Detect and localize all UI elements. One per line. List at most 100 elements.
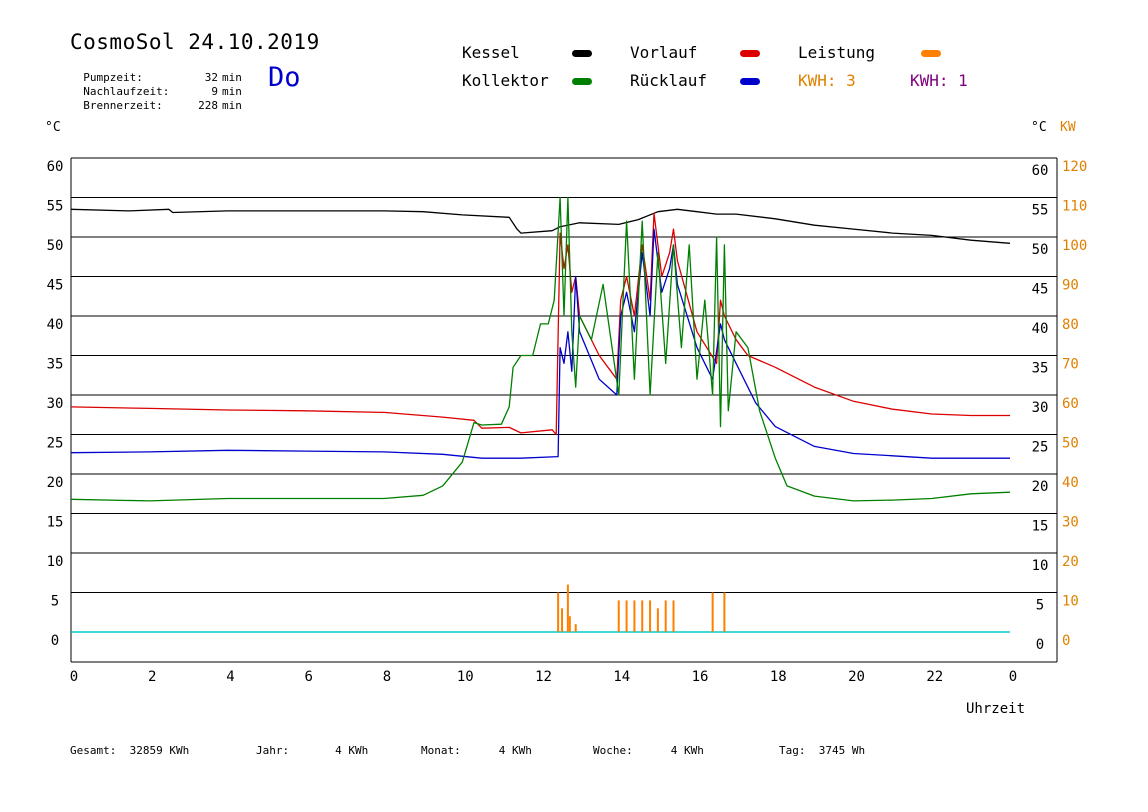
y2-tick-label: 30 <box>1062 515 1079 531</box>
y2-tick-label: 60 <box>1062 396 1079 412</box>
y-tick-label: 20 <box>47 475 64 491</box>
y-tick-label-right: 5 <box>1036 598 1044 614</box>
legend-leistung-label: Leistung <box>798 43 876 62</box>
footer-gesamt: Gesamt: 32859 KWh <box>70 744 189 757</box>
x-tick-label: 14 <box>613 669 630 685</box>
y-tick-label: 0 <box>51 633 59 649</box>
stat-value: 9 <box>211 85 218 98</box>
y2-tick-label: 100 <box>1062 238 1087 254</box>
footer-value: 3745 Wh <box>818 744 866 757</box>
y-tick-label-right: 10 <box>1032 558 1049 574</box>
legend-kollektor-swatch <box>572 78 592 85</box>
y2-tick-label: 0 <box>1062 633 1070 649</box>
y-tick-label-right: 45 <box>1032 282 1049 298</box>
footer-label: Monat: <box>421 744 461 757</box>
stat-nachlaufzeit: Nachlaufzeit: 9 min <box>70 72 242 98</box>
y2-tick-label: 40 <box>1062 475 1079 491</box>
y-tick-label-right: 25 <box>1032 440 1049 456</box>
legend-ruecklauf-swatch <box>740 78 760 85</box>
legend-ruecklauf-label: Rücklauf <box>630 71 708 90</box>
chart-title: CosmoSol 24.10.2019 <box>70 30 320 54</box>
stat-pumpzeit: Pumpzeit: 32 min <box>70 58 242 84</box>
y2-tick-label: 20 <box>1062 554 1079 570</box>
stat-label: Brennerzeit: <box>83 99 163 112</box>
series-line-vorlauf <box>70 212 1010 436</box>
x-tick-label: 8 <box>383 669 391 685</box>
x-tick-label: 4 <box>226 669 234 685</box>
series-line-kollektor <box>70 196 1011 502</box>
legend-kollektor-label: Kollektor <box>462 71 549 90</box>
right-axis-unit: °C <box>1031 120 1047 135</box>
footer-value: 32859 KWh <box>129 744 190 757</box>
y-tick-label: 30 <box>47 396 64 412</box>
legend-kessel-swatch <box>572 50 592 57</box>
footer-jahr: Jahr: 4 KWh <box>256 744 368 757</box>
x-axis-label: Uhrzeit <box>966 701 1026 717</box>
x-tick-label: 12 <box>535 669 552 685</box>
stat-value: 32 <box>204 71 218 84</box>
x-tick-label: 22 <box>926 669 943 685</box>
right-axis-unit-kw: KW <box>1060 120 1076 135</box>
series-line-kessel <box>70 208 1011 244</box>
x-tick-label: 6 <box>305 669 313 685</box>
stat-label: Nachlaufzeit: <box>83 85 170 98</box>
footer-label: Woche: <box>593 744 633 757</box>
legend-kwh-purple: KWH: 1 <box>910 71 968 90</box>
y2-tick-label: 90 <box>1062 278 1079 294</box>
footer-label: Jahr: <box>256 744 290 757</box>
legend-kessel-label: Kessel <box>462 43 520 62</box>
y2-tick-label: 10 <box>1062 594 1079 610</box>
y2-tick-label: 110 <box>1062 199 1087 215</box>
stat-unit: min <box>222 71 242 84</box>
y-tick-label: 25 <box>47 436 64 452</box>
y-tick-label: 45 <box>47 278 64 294</box>
footer-woche: Woche: 4 KWh <box>593 744 704 757</box>
legend-leistung-swatch <box>921 50 941 57</box>
footer-value: 4 KWh <box>670 744 704 757</box>
series-line-rcklauf <box>70 228 1010 459</box>
y-tick-label: 50 <box>47 238 64 254</box>
legend-vorlauf-label: Vorlauf <box>630 43 698 62</box>
y-tick-label-right: 20 <box>1032 479 1049 495</box>
x-tick-label: 2 <box>148 669 156 685</box>
y-tick-label-right: 55 <box>1032 203 1049 219</box>
y2-tick-label: 50 <box>1062 436 1079 452</box>
x-tick-label: 18 <box>770 669 787 685</box>
stat-label: Pumpzeit: <box>83 71 143 84</box>
y-tick-label-right: 40 <box>1032 321 1049 337</box>
y-tick-label-right: 15 <box>1032 519 1049 535</box>
legend-vorlauf-swatch <box>740 50 760 57</box>
y-tick-label-right: 0 <box>1036 637 1044 653</box>
y-tick-label: 60 <box>47 159 64 175</box>
y2-tick-label: 80 <box>1062 317 1079 333</box>
x-tick-label: 0 <box>70 669 78 685</box>
y-tick-label-right: 30 <box>1032 400 1049 416</box>
legend-kwh-orange: KWH: 3 <box>798 71 856 90</box>
y-tick-label: 55 <box>47 199 64 215</box>
y-tick-label-right: 60 <box>1032 163 1049 179</box>
y-tick-label: 10 <box>47 554 64 570</box>
x-tick-label: 16 <box>692 669 709 685</box>
footer-tag: Tag: 3745 Wh <box>779 744 865 757</box>
y-tick-label-right: 35 <box>1032 361 1049 377</box>
footer-label: Gesamt: <box>70 744 117 757</box>
y-tick-label: 5 <box>51 594 59 610</box>
footer-monat: Monat: 4 KWh <box>421 744 532 757</box>
footer-value: 4 KWh <box>498 744 532 757</box>
x-tick-label: 20 <box>848 669 865 685</box>
y2-tick-label: 70 <box>1062 357 1079 373</box>
left-axis-unit: °C <box>45 120 61 135</box>
y-tick-label: 40 <box>47 317 64 333</box>
stat-unit: min <box>222 99 242 112</box>
x-tick-label: 10 <box>457 669 474 685</box>
x-tick-label: 0 <box>1009 669 1017 685</box>
stat-value: 228 <box>198 99 218 112</box>
footer-value: 4 KWh <box>335 744 369 757</box>
stat-unit: min <box>222 85 242 98</box>
y-tick-label: 15 <box>47 515 64 531</box>
y2-tick-label: 120 <box>1062 159 1087 175</box>
footer-label: Tag: <box>779 744 806 757</box>
y-tick-label: 35 <box>47 357 64 373</box>
stat-brennerzeit: Brennerzeit: 228 min <box>70 86 242 112</box>
